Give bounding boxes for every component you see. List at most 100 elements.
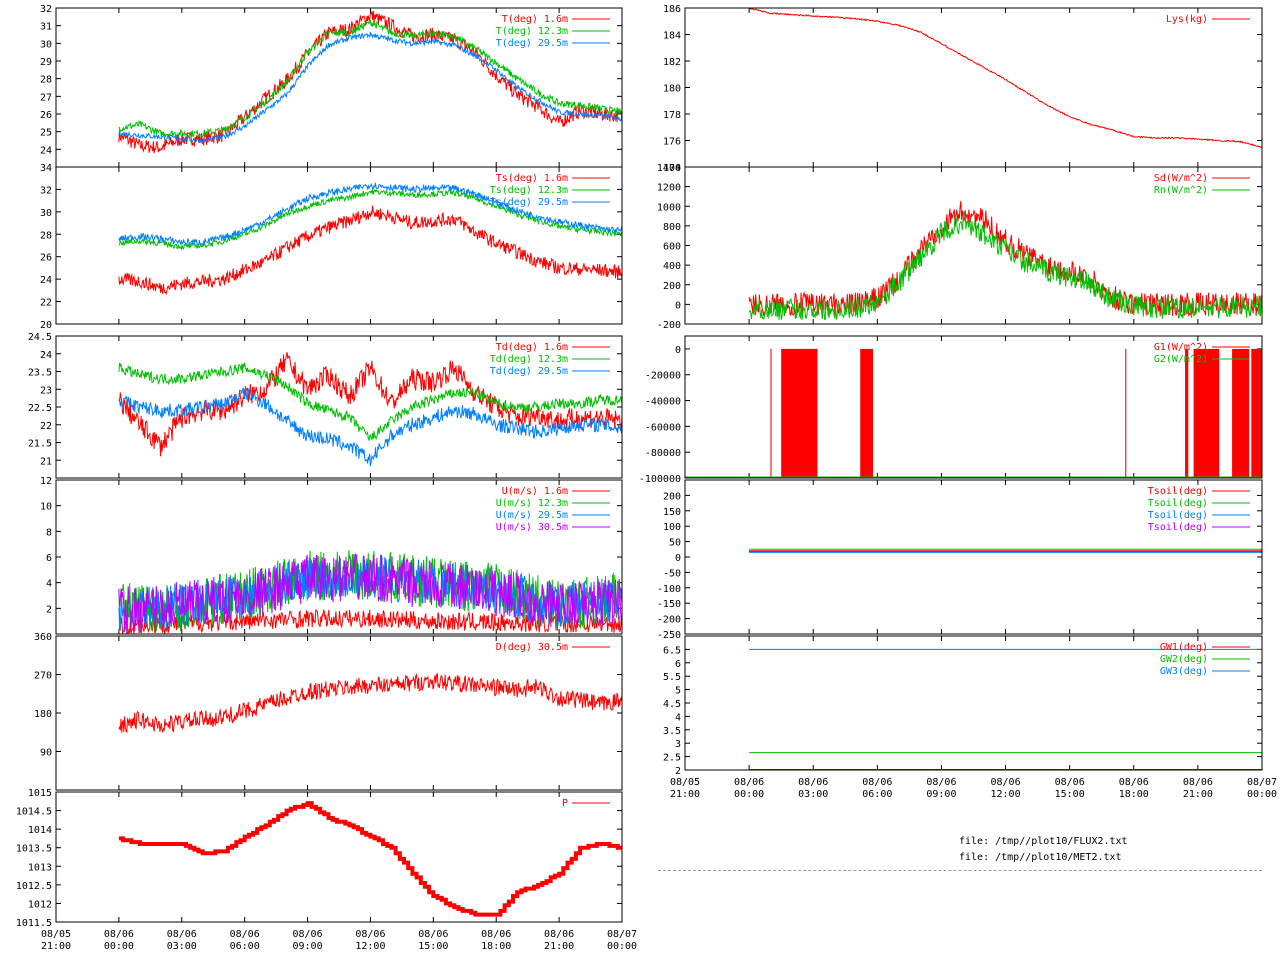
y-tick-label: 23	[40, 385, 52, 396]
x-tick-label: 00:00	[104, 941, 134, 952]
y-tick-label: 800	[663, 222, 681, 233]
y-tick-label: 22	[40, 298, 52, 309]
y-tick-label: 50	[669, 538, 681, 549]
y-tick-label: 29	[40, 57, 52, 68]
y-tick-label: -40000	[645, 397, 681, 408]
spike-mark	[781, 348, 818, 478]
plot-area	[749, 548, 1262, 553]
y-tick-label: 2	[46, 604, 52, 615]
y-tick-label: 28	[40, 230, 52, 241]
legend-label: Td(deg) 1.6m	[496, 342, 568, 353]
x-tick-label: 21:00	[670, 789, 700, 800]
file-list: file: /tmp//plot10/FLUX2.txt file: /tmp//…	[959, 834, 1128, 866]
y-tick-label: 180	[663, 84, 681, 95]
y-tick-label: 30	[40, 208, 52, 219]
y-tick-label: 24	[40, 350, 52, 361]
y-tick-label: 20	[40, 320, 52, 331]
x-tick-label: 00:00	[1247, 789, 1277, 800]
legend-label: G1(W/m^2)	[1154, 342, 1208, 353]
y-tick-label: 200	[663, 281, 681, 292]
y-tick-label: 200	[663, 491, 681, 502]
legend-label: Tsoil(deg)	[1148, 510, 1208, 521]
x-tick-label: 18:00	[1119, 789, 1149, 800]
legend-label: Ts(deg) 29.5m	[490, 197, 568, 208]
spike-mark	[860, 348, 874, 478]
plot-area	[118, 672, 622, 734]
y-tick-label: 4	[46, 579, 52, 590]
plot-area	[118, 801, 622, 917]
legend-label: Tsoil(deg)	[1148, 486, 1208, 497]
plot-area	[118, 549, 622, 634]
x-tick-label: 00:00	[734, 789, 764, 800]
legend-label: T(deg) 12.3m	[496, 26, 568, 37]
series-line	[118, 31, 622, 145]
x-tick-label: 08/06	[991, 777, 1021, 788]
legend-label: P	[562, 798, 568, 809]
y-tick-label: 180	[34, 709, 52, 720]
y-tick-label: 26	[40, 253, 52, 264]
legend-label: U(m/s) 12.3m	[496, 498, 568, 509]
y-tick-label: 1400	[657, 163, 681, 174]
x-tick-label: 08/06	[1183, 777, 1213, 788]
x-tick-label: 08/06	[481, 929, 511, 940]
y-tick-label: 1012	[28, 899, 52, 910]
file-line: file: /tmp//plot10/FLUX2.txt	[959, 836, 1128, 847]
y-tick-label: 5.5	[663, 672, 681, 683]
x-tick-label: 08/06	[355, 929, 385, 940]
y-tick-label: 10	[40, 502, 52, 513]
x-tick-label: 12:00	[355, 941, 385, 952]
spike-mark	[1193, 348, 1220, 478]
y-tick-label: 21.5	[28, 439, 52, 450]
y-tick-label: 27	[40, 92, 52, 103]
series-line	[118, 10, 622, 154]
y-tick-label: 25	[40, 128, 52, 139]
panel-frame	[55, 635, 623, 791]
y-tick-label: 24	[40, 275, 52, 286]
series-line	[748, 8, 1262, 148]
plot-area	[748, 8, 1262, 148]
panel-wind-dir: 90 180 270 360 D(deg) 30.5m	[34, 632, 623, 791]
y-tick-label: 1011.5	[16, 918, 52, 929]
panel-frame	[55, 166, 623, 325]
x-tick-label: 03:00	[167, 941, 197, 952]
series-line	[118, 801, 622, 917]
x-tick-label: 08/06	[544, 929, 574, 940]
y-tick-label: 1014	[28, 825, 52, 836]
y-tick-label: -50	[663, 568, 681, 579]
y-tick-label: 1200	[657, 183, 681, 194]
panel-wind-speed: 2 4 6 8 10 12 U(m/s) 1.6mU(m/s) 12.3mU(m/s) 29…	[40, 476, 623, 635]
plot-area	[118, 182, 622, 295]
y-tick-label: 28	[40, 75, 52, 86]
legend-label: Lys(kg)	[1166, 14, 1208, 25]
y-tick-label: 0	[675, 300, 681, 311]
panel-frame	[55, 791, 623, 923]
y-tick-label: 6	[675, 659, 681, 670]
y-tick-label: 30	[40, 39, 52, 50]
panel-frame	[55, 335, 623, 479]
y-tick-label: -150	[657, 599, 681, 610]
panel-pressure: 1011.5 1012 1012.5 1013 1013.5 1014 1014.5 1015…	[16, 788, 637, 952]
legend-label: U(m/s) 1.6m	[502, 486, 568, 497]
series-line	[118, 362, 622, 442]
y-tick-label: 8	[46, 527, 52, 538]
y-tick-label: 1015	[28, 788, 52, 799]
panel-lysimeter: 174 176 178 180 182 184 186 Lys(kg)	[663, 4, 1263, 174]
y-tick-label: -200	[657, 615, 681, 626]
series-line	[118, 205, 622, 295]
x-tick-label: 08/05	[670, 777, 700, 788]
legend-label: Ts(deg) 12.3m	[490, 185, 568, 196]
spike-mark	[1232, 348, 1250, 478]
legend-label: G2(W/m^2)	[1154, 354, 1208, 365]
y-tick-label: 21	[40, 456, 52, 467]
legend-label: Td(deg) 29.5m	[490, 366, 568, 377]
series-line	[118, 672, 622, 734]
x-tick-label: 08/06	[230, 929, 260, 940]
legend-label: Tsoil(deg)	[1148, 522, 1208, 533]
y-tick-label: 32	[40, 4, 52, 15]
x-tick-label: 08/06	[798, 777, 828, 788]
y-tick-label: 22	[40, 421, 52, 432]
legend-label: Tsoil(deg)	[1148, 498, 1208, 509]
series-line	[748, 201, 1262, 317]
